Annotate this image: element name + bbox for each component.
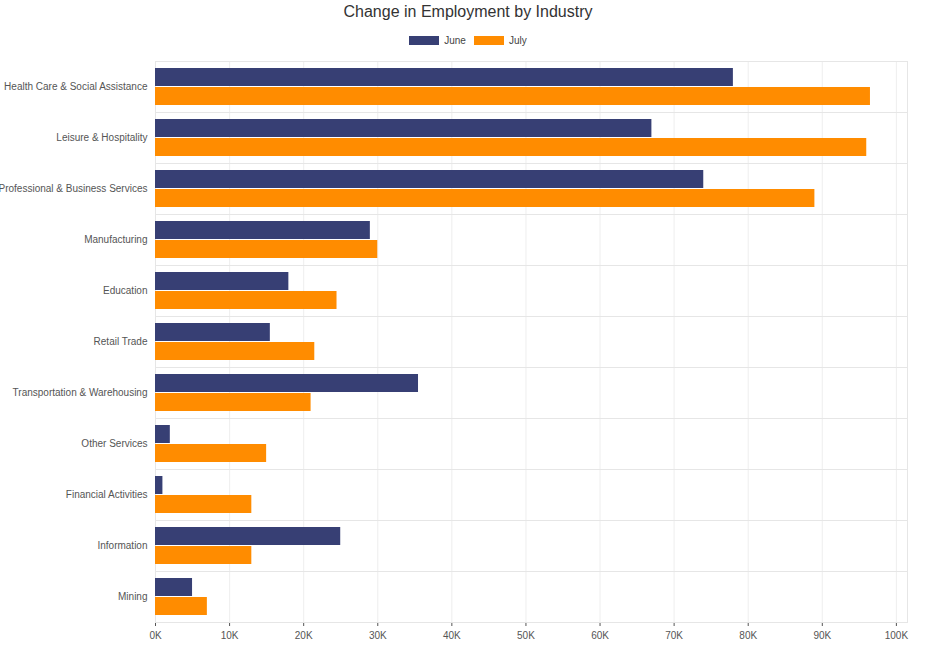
svg-text:Mining: Mining	[118, 591, 147, 602]
svg-text:20K: 20K	[295, 630, 313, 641]
svg-text:Education: Education	[103, 285, 147, 296]
svg-text:Transportation & Warehousing: Transportation & Warehousing	[13, 387, 148, 398]
svg-text:Other Services: Other Services	[81, 438, 147, 449]
svg-text:40K: 40K	[443, 630, 461, 641]
svg-text:Professional & Business Servic: Professional & Business Services	[0, 183, 148, 194]
svg-text:80K: 80K	[739, 630, 757, 641]
svg-text:100K: 100K	[885, 630, 909, 641]
svg-text:Leisure & Hospitality: Leisure & Hospitality	[56, 132, 147, 143]
svg-text:Manufacturing: Manufacturing	[84, 234, 147, 245]
svg-text:30K: 30K	[369, 630, 387, 641]
svg-text:60K: 60K	[591, 630, 609, 641]
svg-text:90K: 90K	[813, 630, 831, 641]
html-text:June: June	[444, 34, 466, 46]
svg-text:Information: Information	[97, 540, 147, 551]
html-text:Change in Employment by Indust: Change in Employment by Industry	[343, 3, 593, 20]
svg-text:70K: 70K	[665, 630, 683, 641]
svg-text:Financial Activities: Financial Activities	[66, 489, 148, 500]
svg-text:10K: 10K	[221, 630, 239, 641]
svg-text:0K: 0K	[149, 630, 162, 641]
svg-text:50K: 50K	[517, 630, 535, 641]
svg-text:Retail Trade: Retail Trade	[94, 336, 148, 347]
svg-text:Health Care & Social Assistanc: Health Care & Social Assistance	[4, 81, 148, 92]
html-text:July: July	[508, 34, 527, 46]
